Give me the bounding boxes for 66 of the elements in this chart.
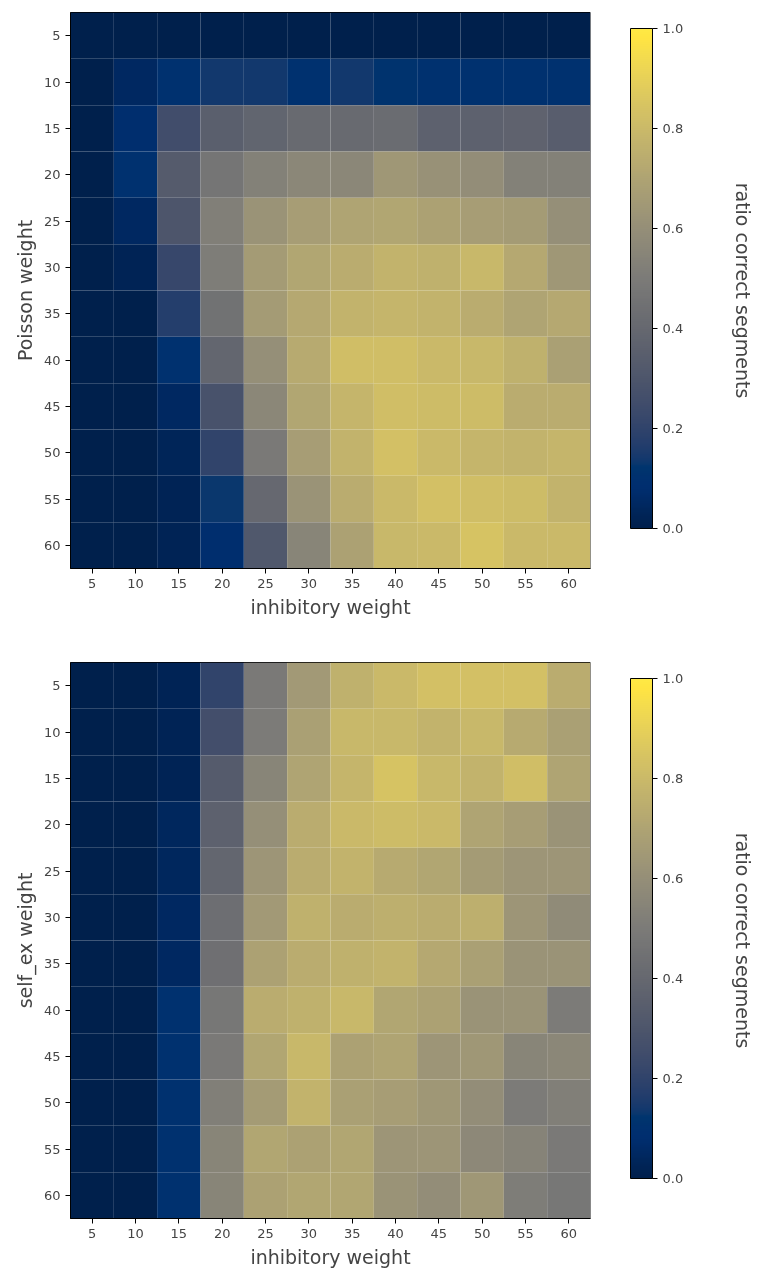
x-tick-label: 40	[387, 575, 404, 591]
x-tick-label: 40	[387, 1225, 404, 1241]
color-bar-label: 0.0	[662, 1171, 684, 1186]
x-tick-label: 20	[213, 575, 231, 591]
color-bar-label: 1.0	[662, 21, 684, 36]
color-bar-label: 0.4	[662, 321, 684, 336]
y-tick-label: 10	[43, 74, 61, 90]
x-tick-label: 30	[300, 1225, 318, 1241]
x-tick-label: 25	[257, 575, 274, 591]
y-tick-label: 25	[43, 863, 61, 879]
color-bar-label: 0.8	[662, 121, 684, 136]
y-tick-label: 40	[43, 1002, 61, 1018]
x-tick-label: 15	[170, 1225, 188, 1241]
x-tick-label: 25	[257, 1225, 274, 1241]
color-bar-label: 1.0	[662, 671, 684, 686]
y-axis-title: self_ex weight	[13, 872, 37, 1009]
x-tick-label: 10	[127, 1225, 144, 1241]
y-tick-label: 30	[43, 909, 61, 925]
y-tick-label: 40	[43, 352, 61, 368]
y-tick-label: 60	[43, 1187, 61, 1203]
x-tick-label: 45	[430, 575, 448, 591]
y-tick-label: 35	[43, 306, 61, 322]
y-tick-label: 10	[43, 724, 61, 740]
y-tick-label: 60	[43, 537, 61, 553]
x-tick-label: 60	[560, 1225, 578, 1241]
y-tick-label: 55	[43, 491, 61, 507]
x-tick-label: 50	[473, 575, 491, 591]
color-bar-label: 0.2	[662, 421, 684, 436]
x-tick-label: 50	[473, 1225, 491, 1241]
y-tick-label: 25	[43, 213, 61, 229]
color-bar-title: ratio correct segments	[731, 832, 754, 1049]
y-tick-label: 50	[43, 445, 61, 461]
x-tick-label: 45	[430, 1225, 448, 1241]
x-tick-label: 35	[343, 575, 361, 591]
color-bar-label: 0.2	[662, 1071, 684, 1086]
y-tick-label: 5	[52, 28, 61, 44]
x-axis-title: inhibitory weight	[250, 1245, 411, 1268]
y-tick-label: 55	[43, 1141, 61, 1157]
x-tick-label: 55	[517, 575, 534, 591]
x-tick-label: 35	[343, 1225, 361, 1241]
color-bar-title: ratio correct segments	[731, 182, 754, 399]
x-tick-label: 5	[88, 575, 97, 591]
color-bar-label: 0.4	[662, 971, 684, 986]
color-bar-label: 0.8	[662, 771, 684, 786]
color-bar-label: 0.6	[662, 871, 684, 886]
y-axis-title: Poisson weight	[13, 219, 36, 362]
y-tick-label: 50	[43, 1095, 61, 1111]
x-tick-label: 5	[88, 1225, 97, 1241]
x-tick-label: 15	[170, 575, 188, 591]
y-tick-label: 45	[43, 1048, 61, 1064]
y-tick-label: 15	[43, 120, 61, 136]
x-tick-label: 60	[560, 575, 578, 591]
x-axis-title: inhibitory weight	[250, 595, 411, 618]
y-tick-label: 15	[43, 770, 61, 786]
x-tick-label: 30	[300, 575, 318, 591]
y-tick-label: 35	[43, 956, 61, 972]
x-tick-label: 55	[517, 1225, 534, 1241]
y-tick-label: 20	[43, 167, 61, 183]
color-bar-label: 0.6	[662, 221, 684, 236]
y-tick-label: 20	[43, 817, 61, 833]
color-bar-label: 0.0	[662, 521, 684, 536]
y-tick-label: 5	[52, 678, 61, 694]
x-tick-label: 20	[213, 1225, 231, 1241]
y-tick-label: 30	[43, 259, 61, 275]
x-tick-label: 10	[127, 575, 144, 591]
y-tick-label: 45	[43, 398, 61, 414]
